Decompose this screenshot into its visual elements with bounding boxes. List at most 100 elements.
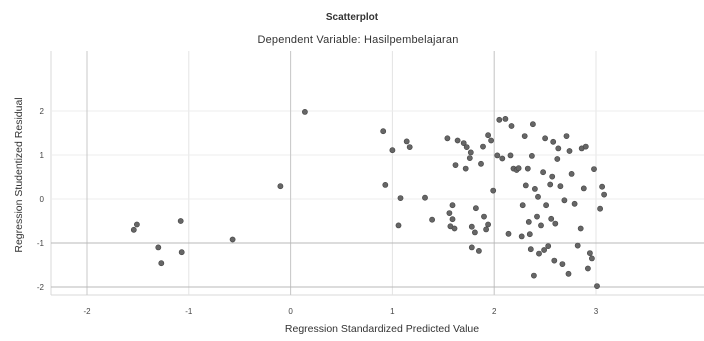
data-point [591,166,597,172]
x-tick-label: 3 [594,307,599,316]
data-point [505,230,512,237]
data-point [483,226,489,233]
data-point [566,148,573,154]
data-point [571,200,578,207]
data-point [542,135,548,142]
data-point [466,155,473,161]
data-point [449,216,456,223]
data-point [490,187,497,194]
data-point [460,140,467,146]
data-point [535,193,541,200]
data-point [587,250,593,256]
data-point [543,202,549,209]
data-point [597,205,603,212]
data-point [548,215,555,222]
data-point [155,244,162,251]
data-point [451,225,458,232]
data-points [130,109,607,289]
data-point [549,173,556,180]
data-point [463,144,470,150]
x-tick-label: -1 [185,307,193,316]
data-point [429,216,435,223]
data-point [574,242,581,249]
data-point [577,225,584,232]
data-point [130,226,137,233]
data-point [468,223,475,230]
data-point [515,165,522,172]
data-point [526,231,533,238]
data-point [534,213,540,220]
data-point [382,181,389,188]
data-point [177,218,184,224]
data-point [547,181,554,188]
data-point [496,116,503,123]
data-point [555,145,562,152]
x-tick-label: 1 [390,307,395,316]
data-point [582,143,589,150]
data-point [530,121,536,128]
data-point [444,135,451,142]
data-point [277,183,284,190]
data-point [178,249,185,256]
data-point [550,138,557,145]
x-tick-label: 2 [492,307,497,316]
data-point [525,218,532,225]
data-point [478,160,484,167]
data-point [494,152,501,159]
data-point [568,170,575,177]
data-point [532,185,538,192]
y-axis-label: Regression Studentized Residual [13,97,25,252]
data-point [561,197,568,204]
data-point [158,260,165,267]
y-tick-label: 1 [40,151,45,160]
data-point [540,169,546,176]
data-point [580,185,587,192]
data-point [389,147,396,154]
data-point [565,270,572,277]
plot-area [51,51,704,295]
data-point [563,133,570,139]
data-point [557,183,564,190]
data-point [485,221,491,228]
chart-subtitle: Dependent Variable: Hasilpembelajaran [257,34,458,46]
data-point [552,220,559,227]
data-point [301,109,308,115]
data-point [559,261,566,267]
data-point [380,128,387,135]
data-point [468,244,475,251]
data-point [471,229,478,236]
x-axis-label: Regression Standardized Predicted Value [285,323,479,335]
data-point [541,247,547,253]
x-tick-label: 0 [288,307,293,316]
data-point [499,155,506,162]
data-point [522,182,529,189]
x-tick-label: -2 [83,307,91,316]
data-point [585,265,591,272]
data-point [395,222,402,229]
data-point [507,152,514,159]
data-point [589,255,595,262]
data-point [462,165,469,172]
data-point [467,149,474,156]
data-point [472,205,479,212]
data-point [536,250,542,257]
data-point [485,132,491,139]
y-tick-label: 0 [40,195,45,204]
data-point [524,165,531,172]
data-point [422,194,428,201]
data-point [518,233,525,240]
data-point [452,162,459,168]
y-tick-label: -2 [37,283,45,292]
tick-labels: -2 -1 0 1 2 3 -2 -1 0 1 2 [37,107,599,316]
data-point [531,272,537,279]
data-point [599,183,605,190]
data-point [502,116,509,122]
data-point [454,137,461,144]
data-point [397,195,404,201]
data-point [538,222,544,229]
data-point [133,221,140,228]
data-point [446,210,453,216]
data-point [508,123,515,129]
data-point [406,144,413,150]
